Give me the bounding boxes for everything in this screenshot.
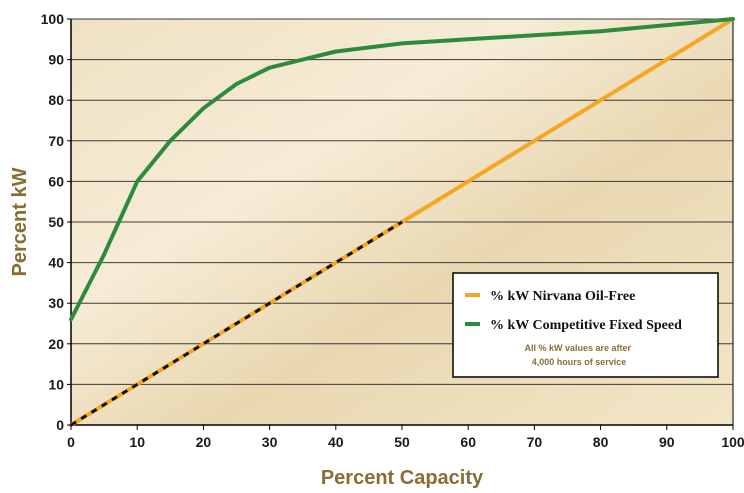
x-tick-label-0: 0 xyxy=(67,434,75,450)
y-tick-label-90: 90 xyxy=(48,52,64,68)
dashed-overlay-line xyxy=(70,220,403,427)
legend-note: All % kW values are after 4,000 hours of… xyxy=(524,343,633,367)
y-axis-title: Percent kW xyxy=(9,167,31,276)
series-line-kw-competitive-fixed-speed xyxy=(69,17,735,322)
tick-labels: 0 10 20 30 40 50 60 70 80 90 100 0 10 20 30 40 50 60 70 80 9… xyxy=(41,11,744,450)
legend: % kW Nirvana Oil-Free % kW Competitive F… xyxy=(452,272,719,378)
y-tick-label-20: 20 xyxy=(48,336,64,352)
x-tick-label-80: 80 xyxy=(593,434,609,450)
legend-label-nirvana: % kW Nirvana Oil-Free xyxy=(490,289,635,304)
y-tick-label-10: 10 xyxy=(48,376,64,392)
y-tick-label-40: 40 xyxy=(48,255,64,271)
x-tick-label-60: 60 xyxy=(460,434,476,450)
x-tick-label-90: 90 xyxy=(659,434,675,450)
legend-note-line-1: All % kW values are after xyxy=(524,343,631,353)
x-tick-label-20: 20 xyxy=(196,434,212,450)
legend-label-competitive: % kW Competitive Fixed Speed xyxy=(490,318,682,333)
y-tick-label-60: 60 xyxy=(48,173,64,189)
x-tick-label-10: 10 xyxy=(129,434,145,450)
legend-note-line-2: 4,000 hours of service xyxy=(532,357,627,367)
y-tick-label-50: 50 xyxy=(48,214,64,230)
x-axis-title: Percent Capacity xyxy=(321,467,484,489)
y-tick-label-80: 80 xyxy=(48,92,64,108)
y-tick-label-100: 100 xyxy=(41,11,65,27)
y-tick-label-30: 30 xyxy=(48,295,64,311)
x-tick-label-50: 50 xyxy=(394,434,410,450)
legend-box xyxy=(452,272,719,378)
x-tick-label-40: 40 xyxy=(328,434,344,450)
x-tick-label-100: 100 xyxy=(721,434,744,450)
y-tick-label-70: 70 xyxy=(48,133,64,149)
x-tick-label-30: 30 xyxy=(262,434,278,450)
series-layer xyxy=(69,17,735,427)
x-tick-label-70: 70 xyxy=(527,434,543,450)
y-tick-label-0: 0 xyxy=(56,417,64,433)
